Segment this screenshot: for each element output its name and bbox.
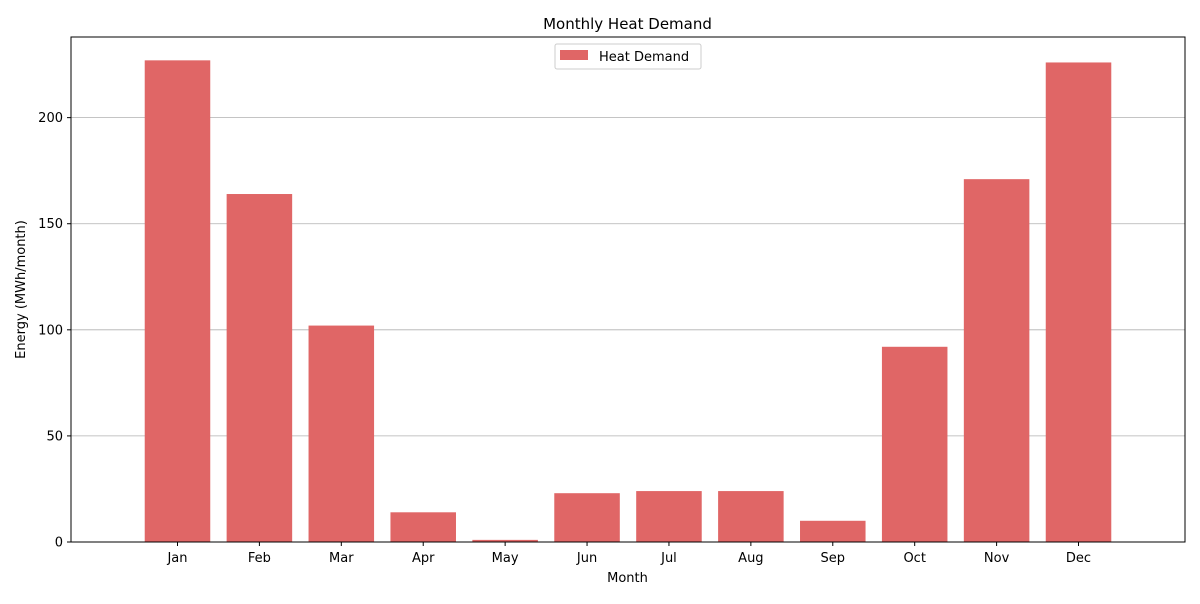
y-tick-label: 150 <box>38 217 63 232</box>
bar-mar <box>308 325 375 542</box>
bars <box>144 60 1112 543</box>
x-tick-label: Jan <box>166 551 187 566</box>
bar-may <box>472 539 538 542</box>
chart-title: Monthly Heat Demand <box>543 15 712 33</box>
x-axis: Jan Feb Mar Apr May Jun Jul Aug Sep Oct Nov Dec <box>166 542 1091 566</box>
x-tick-label: May <box>492 551 519 566</box>
x-tick-label: Jun <box>576 551 597 566</box>
x-tick-label: Sep <box>821 551 846 566</box>
bar-oct <box>881 346 948 542</box>
x-axis-label: Month <box>607 571 648 586</box>
x-tick-label: Nov <box>984 551 1010 566</box>
bar-feb <box>226 194 293 543</box>
bar-jul <box>636 491 702 542</box>
bar-nov <box>963 179 1030 542</box>
bar-jan <box>144 60 211 543</box>
y-axis: 0 50 100 150 200 <box>38 111 71 551</box>
x-tick-label: Feb <box>248 551 271 566</box>
x-tick-label: Aug <box>738 551 763 566</box>
bar-dec <box>1045 62 1112 542</box>
y-axis-label: Energy (MWh/month) <box>14 220 29 359</box>
x-tick-label: Apr <box>412 551 435 566</box>
bar-sep <box>800 520 866 542</box>
bar-jun <box>554 493 620 542</box>
bar-apr <box>390 512 456 542</box>
legend: Heat Demand <box>554 43 702 70</box>
x-tick-label: Jul <box>660 551 677 566</box>
y-tick-label: 100 <box>38 323 63 338</box>
y-tick-label: 50 <box>46 429 63 444</box>
y-tick-label: 0 <box>55 536 63 551</box>
legend-label: Heat Demand <box>599 50 689 65</box>
legend-swatch <box>560 50 588 60</box>
plot-frame <box>70 36 1186 543</box>
y-tick-label: 200 <box>38 111 63 126</box>
x-tick-label: Oct <box>903 551 925 566</box>
x-tick-label: Dec <box>1066 551 1091 566</box>
x-tick-label: Mar <box>329 551 354 566</box>
bar-aug <box>718 491 784 542</box>
legend-box <box>554 43 702 70</box>
